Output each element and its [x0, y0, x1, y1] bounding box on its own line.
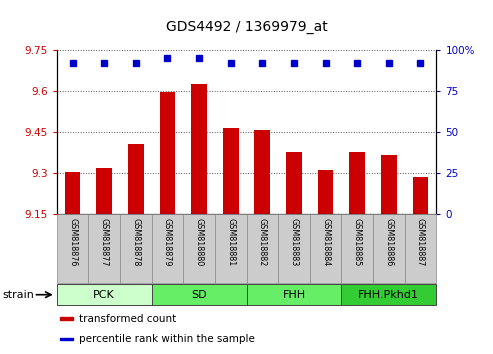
Bar [215, 214, 246, 283]
Bar [88, 214, 120, 283]
Bar [278, 214, 310, 283]
Bar [246, 284, 341, 305]
Bar [310, 214, 341, 283]
Text: GSM818882: GSM818882 [258, 218, 267, 266]
Bar [57, 284, 152, 305]
Bar [350, 153, 365, 214]
Bar [152, 284, 246, 305]
Bar [61, 318, 73, 320]
Text: GSM818884: GSM818884 [321, 218, 330, 266]
Text: GSM818885: GSM818885 [352, 218, 362, 266]
Text: GSM818877: GSM818877 [100, 218, 108, 266]
Bar [120, 214, 152, 283]
Text: FHH.Pkhd1: FHH.Pkhd1 [358, 290, 420, 300]
Bar [341, 214, 373, 283]
Bar [317, 170, 333, 214]
Text: GDS4492 / 1369979_at: GDS4492 / 1369979_at [166, 19, 327, 34]
Bar [381, 155, 397, 214]
Bar [373, 214, 405, 283]
Bar [254, 131, 270, 214]
Bar [183, 214, 215, 283]
Bar [413, 177, 428, 214]
Text: GSM818883: GSM818883 [289, 218, 298, 266]
Bar [246, 214, 278, 283]
Bar [286, 153, 302, 214]
Text: FHH: FHH [282, 290, 306, 300]
Text: GSM818886: GSM818886 [385, 218, 393, 266]
Text: PCK: PCK [93, 290, 115, 300]
Text: strain: strain [2, 290, 35, 300]
Text: GSM818887: GSM818887 [416, 218, 425, 266]
Bar [191, 84, 207, 214]
Bar [405, 214, 436, 283]
Text: GSM818878: GSM818878 [131, 218, 141, 266]
Bar [61, 338, 73, 340]
Text: transformed count: transformed count [79, 314, 176, 324]
Bar [152, 214, 183, 283]
Bar [160, 92, 176, 214]
Text: GSM818881: GSM818881 [226, 218, 235, 266]
Bar [223, 128, 239, 214]
Bar [65, 172, 80, 214]
Bar [96, 168, 112, 214]
Text: percentile rank within the sample: percentile rank within the sample [79, 334, 254, 344]
Bar [57, 214, 88, 283]
Bar [128, 144, 143, 214]
Bar [341, 284, 436, 305]
Text: GSM818876: GSM818876 [68, 218, 77, 266]
Text: GSM818879: GSM818879 [163, 218, 172, 266]
Text: SD: SD [191, 290, 207, 300]
Text: GSM818880: GSM818880 [195, 218, 204, 266]
